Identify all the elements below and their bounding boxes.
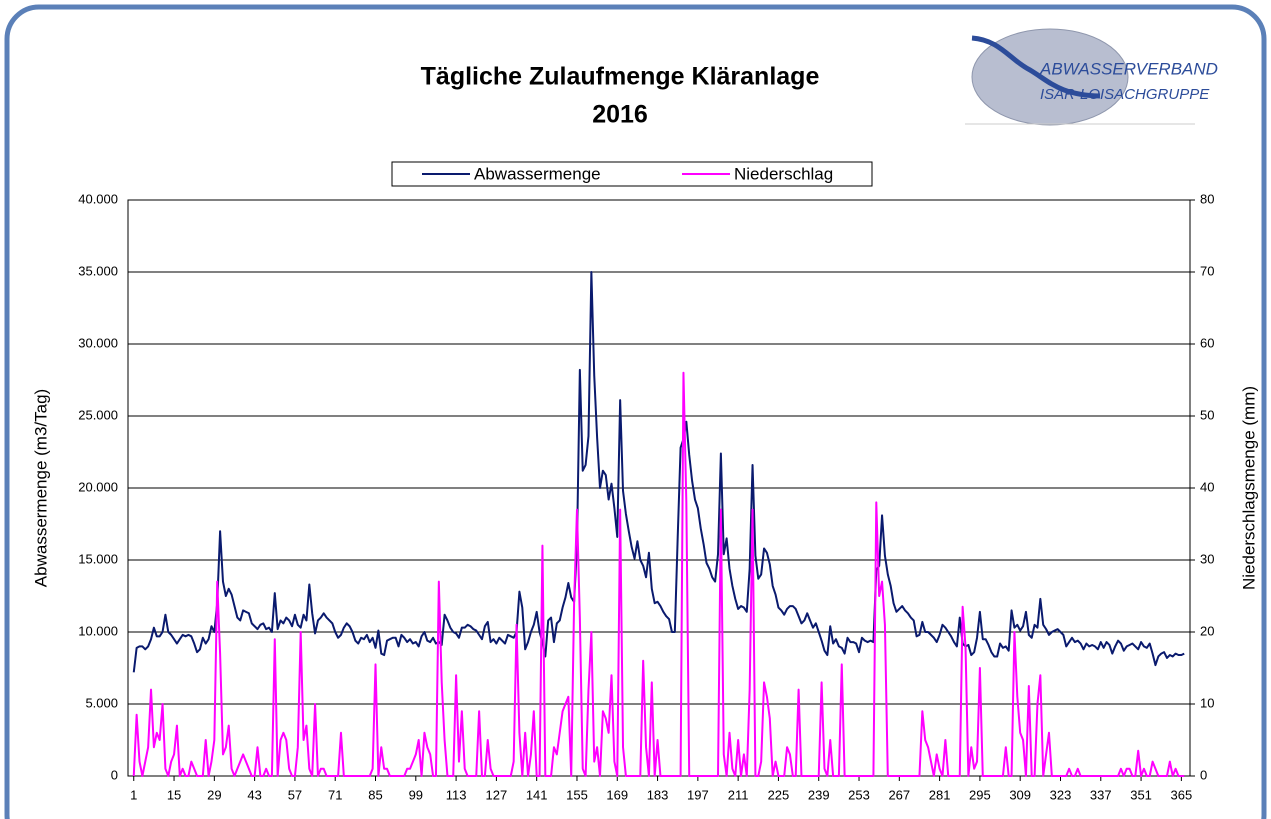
y2-tick-label: 80 [1200,191,1214,206]
chart-subtitle: 2016 [592,101,648,129]
y-tick-label: 10.000 [78,623,118,638]
x-tick-label: 155 [566,787,588,802]
plot-area [127,199,1191,777]
x-tick-label: 57 [288,787,302,802]
y2-tick-label: 30 [1200,551,1214,566]
logo: ABWASSERVERBAND ISAR-LOISACHGRUPPE [965,28,1218,126]
y2-tick-label: 40 [1200,479,1214,494]
y-tick-label: 40.000 [78,191,118,206]
x-tick-label: 281 [929,787,951,802]
logo-text: ISAR-LOISACHGRUPPE [1040,86,1210,103]
y-axis-title: Abwassermenge (m3/Tag) [31,389,50,587]
x-tick-label: 323 [1050,787,1072,802]
x-tick-label: 211 [728,787,749,802]
y-tick-label: 5.000 [85,695,118,710]
x-tick-label: 183 [647,787,669,802]
y2-tick-label: 10 [1200,695,1214,710]
x-tick-label: 113 [446,787,467,802]
x-tick-label: 225 [768,787,790,802]
chart-title: Tägliche Zulaufmenge Kläranlage [421,63,820,91]
x-tick-label: 71 [328,787,342,802]
x-tick-label: 99 [409,787,423,802]
logo-ellipse [971,28,1129,126]
x-tick-label: 1 [130,787,137,802]
logo-text: ABWASSERVERBAND [1039,59,1218,78]
y2-tick-label: 70 [1200,263,1214,278]
series-line [132,371,1185,777]
legend: Abwassermenge Niederschlag [391,161,873,187]
x-tick-label: 85 [368,787,382,802]
x-tick-label: 295 [969,787,991,802]
x-tick-label: 169 [606,787,628,802]
x-tick-label: 365 [1171,787,1193,802]
y-tick-label: 25.000 [78,407,118,422]
x-tick-label: 29 [207,787,221,802]
x-tick-label: 309 [1009,787,1031,802]
series-line [132,271,1185,673]
x-tick-label: 253 [848,787,870,802]
legend-box [391,161,873,187]
x-tick-label: 127 [486,787,508,802]
x-tick-label: 267 [888,787,910,802]
x-tick-label: 351 [1130,787,1152,802]
legend-label: Niederschlag [734,164,833,183]
x-tick-label: 43 [247,787,261,802]
x-tick-label: 15 [167,787,181,802]
y-tick-label: 0 [111,767,118,782]
y-tick-label: 30.000 [78,335,118,350]
y-tick-label: 15.000 [78,551,118,566]
x-tick-label: 239 [808,787,830,802]
frame [4,4,1267,819]
y-tick-label: 20.000 [78,479,118,494]
x-tick-label: 337 [1090,787,1112,802]
x-tick-label: 197 [687,787,709,802]
logo-river [971,35,1101,99]
y-tick-label: 35.000 [78,263,118,278]
x-tick-label: 141 [526,787,548,802]
y2-tick-label: 0 [1200,767,1207,782]
legend-label: Abwassermenge [474,164,601,183]
y2-tick-label: 50 [1200,407,1214,422]
y2-axis-title: Niederschlagsmenge (mm) [1239,386,1258,590]
y2-tick-label: 20 [1200,623,1214,638]
y2-tick-label: 60 [1200,335,1214,350]
